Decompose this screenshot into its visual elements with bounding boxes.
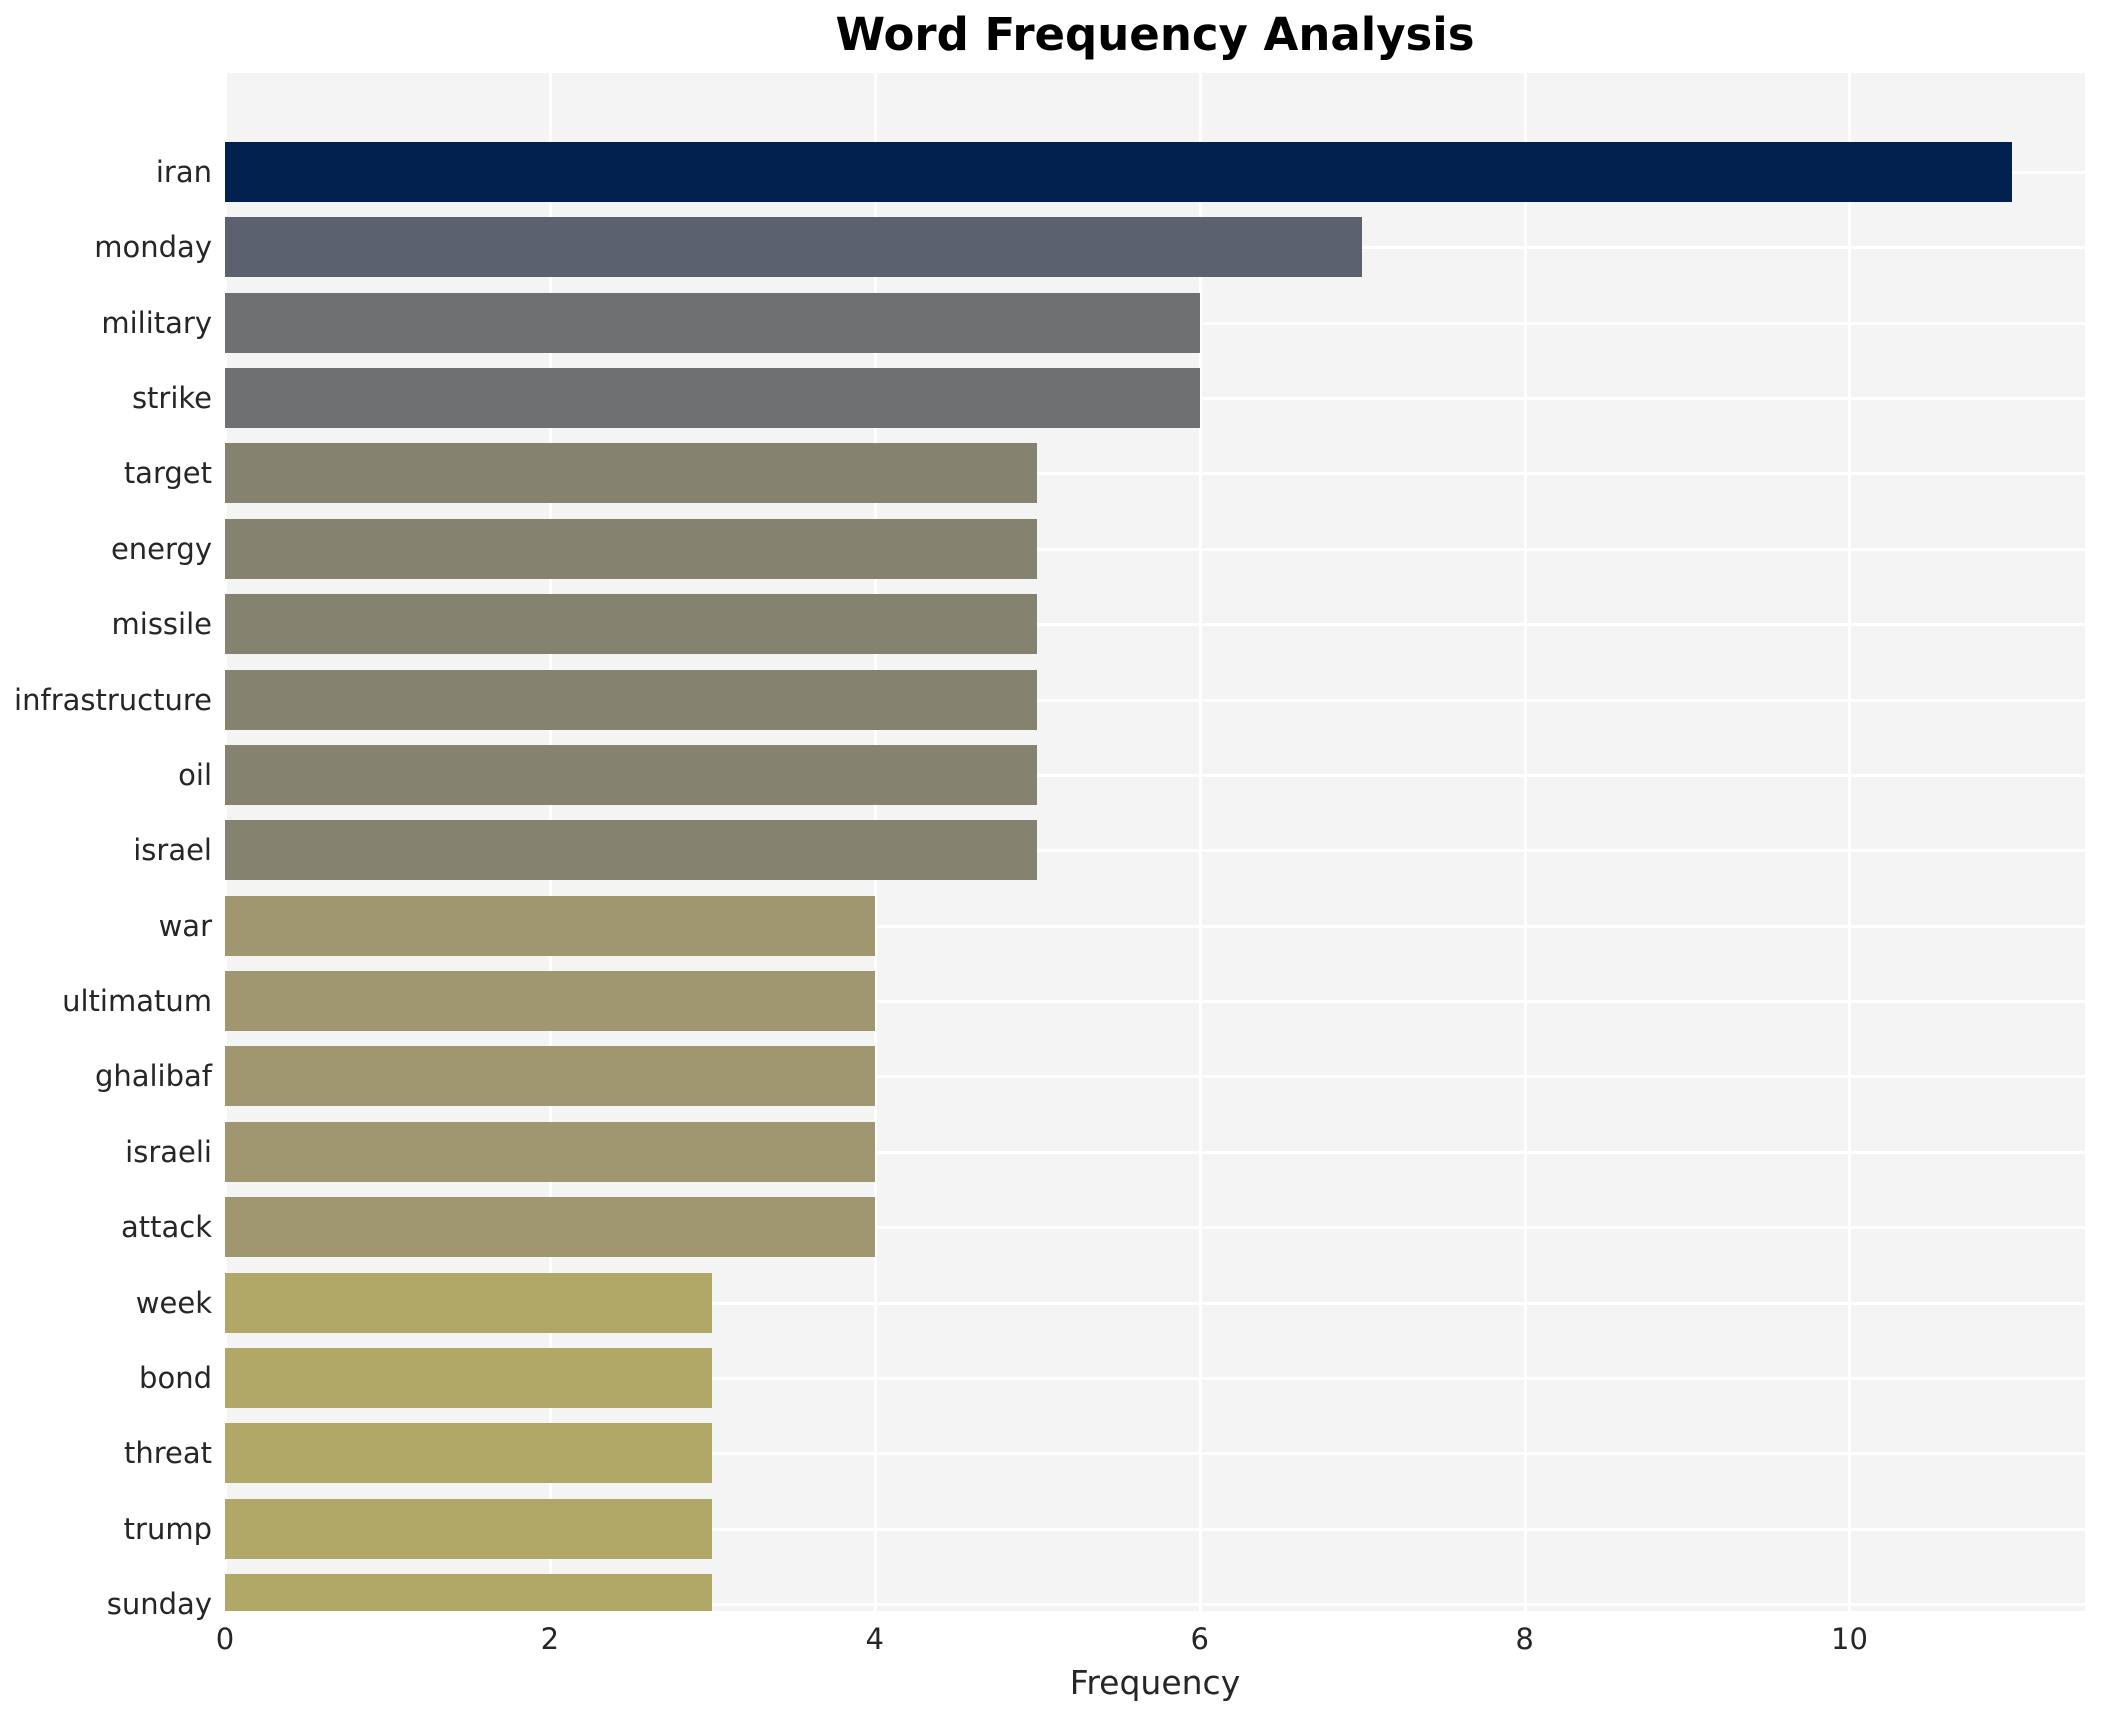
y-tick-label-ultimatum: ultimatum xyxy=(62,984,212,1018)
bar-week xyxy=(225,1273,712,1333)
horizontal-gridline-sunday xyxy=(225,1603,2085,1606)
horizontal-gridline-target xyxy=(225,472,2085,475)
bar-strike xyxy=(225,368,1200,428)
horizontal-gridline-ghalibaf xyxy=(225,1075,2085,1078)
bar-war xyxy=(225,896,875,956)
bar-threat xyxy=(225,1423,712,1483)
plot-area xyxy=(225,73,2085,1611)
horizontal-gridline-energy xyxy=(225,548,2085,551)
vertical-gridline-8 xyxy=(1523,73,1527,1611)
bar-target xyxy=(225,443,1037,503)
y-tick-label-oil: oil xyxy=(178,758,212,792)
y-tick-label-monday: monday xyxy=(94,230,212,264)
y-tick-label-infrastructure: infrastructure xyxy=(14,683,212,717)
y-tick-label-war: war xyxy=(158,909,212,943)
y-tick-label-iran: iran xyxy=(155,155,212,189)
x-axis-tick-labels: 0 2 4 6 8 10 xyxy=(216,1622,2085,1662)
y-tick-label-target: target xyxy=(123,456,212,490)
bar-iran xyxy=(225,142,2012,202)
bar-bond xyxy=(225,1348,712,1408)
horizontal-gridline-threat xyxy=(225,1452,2085,1455)
bar-ultimatum xyxy=(225,971,875,1031)
y-tick-label-energy: energy xyxy=(110,532,212,566)
horizontal-gridline-oil xyxy=(225,774,2085,777)
y-tick-label-ghalibaf: ghalibaf xyxy=(94,1059,212,1093)
bar-military xyxy=(225,293,1200,353)
bar-infrastructure xyxy=(225,670,1037,730)
horizontal-gridline-ultimatum xyxy=(225,1000,2085,1003)
y-tick-label-trump: trump xyxy=(123,1512,212,1546)
horizontal-gridline-trump xyxy=(225,1528,2085,1531)
horizontal-gridline-war xyxy=(225,925,2085,928)
x-tick-label-8: 8 xyxy=(1515,1622,1534,1656)
x-tick-label-10: 10 xyxy=(1831,1622,1868,1656)
horizontal-gridline-missile xyxy=(225,623,2085,626)
horizontal-gridline-israel xyxy=(225,849,2085,852)
y-tick-label-strike: strike xyxy=(131,381,212,415)
horizontal-gridline-week xyxy=(225,1302,2085,1305)
y-axis-tick-labels: iran monday military strike target energy miss… xyxy=(0,73,212,1619)
chart-title: Word Frequency Analysis xyxy=(835,8,1475,61)
x-tick-label-4: 4 xyxy=(865,1622,885,1656)
bar-energy xyxy=(225,519,1037,579)
y-tick-label-week: week xyxy=(135,1286,212,1320)
x-axis-title: Frequency xyxy=(1069,1663,1241,1702)
x-tick-label-2: 2 xyxy=(540,1622,560,1656)
bar-sunday xyxy=(225,1574,712,1611)
bar-trump xyxy=(225,1499,712,1559)
y-tick-label-israel: israel xyxy=(133,833,212,867)
y-tick-label-israeli: israeli xyxy=(125,1135,212,1169)
bar-israeli xyxy=(225,1122,875,1182)
y-tick-label-military: military xyxy=(101,306,212,340)
y-tick-label-threat: threat xyxy=(123,1436,212,1470)
bar-attack xyxy=(225,1197,875,1257)
horizontal-gridline-bond xyxy=(225,1377,2085,1380)
bar-ghalibaf xyxy=(225,1046,875,1106)
x-tick-label-6: 6 xyxy=(1190,1622,1209,1656)
horizontal-gridline-infrastructure xyxy=(225,699,2085,702)
horizontal-gridline-israeli xyxy=(225,1151,2085,1154)
y-tick-label-sunday: sunday xyxy=(106,1587,212,1621)
bar-israel xyxy=(225,820,1037,880)
bar-monday xyxy=(225,217,1362,277)
y-tick-label-missile: missile xyxy=(111,607,212,641)
vertical-gridline-10 xyxy=(1848,73,1852,1611)
y-tick-label-bond: bond xyxy=(139,1361,212,1395)
horizontal-gridline-attack xyxy=(225,1226,2085,1229)
x-tick-label-0: 0 xyxy=(215,1622,235,1656)
y-tick-label-attack: attack xyxy=(120,1210,212,1244)
bar-oil xyxy=(225,745,1037,805)
vertical-gridline-6 xyxy=(1198,73,1202,1611)
bar-missile xyxy=(225,594,1037,654)
